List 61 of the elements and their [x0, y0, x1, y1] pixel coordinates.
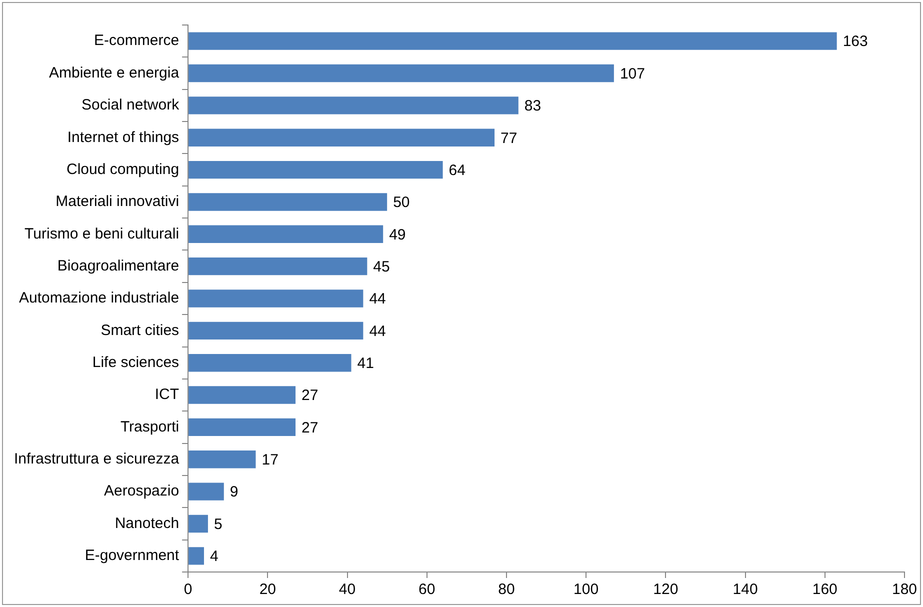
data-label: 9	[230, 484, 238, 501]
data-label: 163	[842, 33, 868, 50]
bar	[188, 386, 296, 404]
y-tick-label: Trasporti	[120, 418, 180, 436]
y-tick-label: Cloud computing	[66, 160, 180, 178]
y-tick-label: Automazione industriale	[18, 290, 180, 307]
bar	[188, 290, 364, 308]
x-tick-label: 140	[732, 581, 758, 598]
bar	[188, 450, 256, 468]
x-tick-label: 0	[184, 581, 192, 598]
y-tick-label: Turismo e beni culturali	[24, 225, 180, 242]
x-tick-label: 60	[418, 581, 436, 598]
bar	[188, 482, 224, 500]
y-tick-label: Infrastruttura e sicurezza	[14, 450, 180, 468]
bar	[188, 128, 495, 146]
x-tick-label: 160	[812, 581, 838, 598]
data-label: 27	[302, 387, 318, 404]
data-label: 50	[393, 194, 410, 212]
y-tick-label: Internet of things	[67, 128, 180, 146]
data-label: 4	[210, 548, 218, 566]
y-tick-label: Ambiente e energia	[48, 64, 180, 82]
bar	[188, 322, 364, 340]
bar	[188, 96, 518, 114]
data-label: 27	[302, 419, 318, 436]
x-tick-label: 20	[259, 581, 276, 598]
bar	[188, 160, 443, 179]
y-tick-label: Life sciences	[92, 354, 180, 371]
bar	[188, 193, 388, 211]
x-tick-label: 100	[574, 581, 599, 598]
y-tick-label: E-government	[84, 547, 180, 564]
y-tick-label: Nanotech	[114, 514, 180, 532]
y-tick-label: Aerospazio	[104, 482, 180, 500]
y-tick-label: ICT	[154, 386, 180, 404]
bar	[188, 514, 208, 533]
x-tick-label: 180	[892, 581, 917, 598]
data-label: 44	[369, 322, 386, 340]
x-tick-label: 120	[653, 581, 678, 598]
data-label: 64	[448, 162, 466, 179]
x-tick-label: 40	[338, 581, 356, 598]
y-tick-label: Materiali innovativi	[56, 193, 180, 210]
data-label: 5	[214, 516, 222, 533]
data-label: 45	[373, 258, 390, 276]
bar	[188, 547, 204, 565]
data-label: 77	[500, 130, 518, 147]
y-tick-label: E-commerce	[94, 32, 180, 50]
data-label: 83	[524, 98, 542, 115]
bar	[188, 225, 384, 243]
data-label: 41	[357, 354, 374, 372]
data-label: 49	[389, 226, 406, 244]
bar	[188, 32, 837, 50]
bar	[188, 418, 296, 436]
data-label: 44	[369, 290, 386, 308]
data-label: 17	[262, 452, 278, 469]
y-tick-label: Smart cities	[100, 322, 180, 339]
x-tick-label: 80	[498, 581, 515, 598]
bar	[188, 257, 368, 276]
y-tick-label: Bioagroalimentare	[57, 257, 180, 274]
bar	[188, 354, 352, 372]
bar	[188, 64, 614, 82]
data-label: 107	[620, 65, 645, 82]
y-tick-label: Social network	[82, 96, 180, 114]
